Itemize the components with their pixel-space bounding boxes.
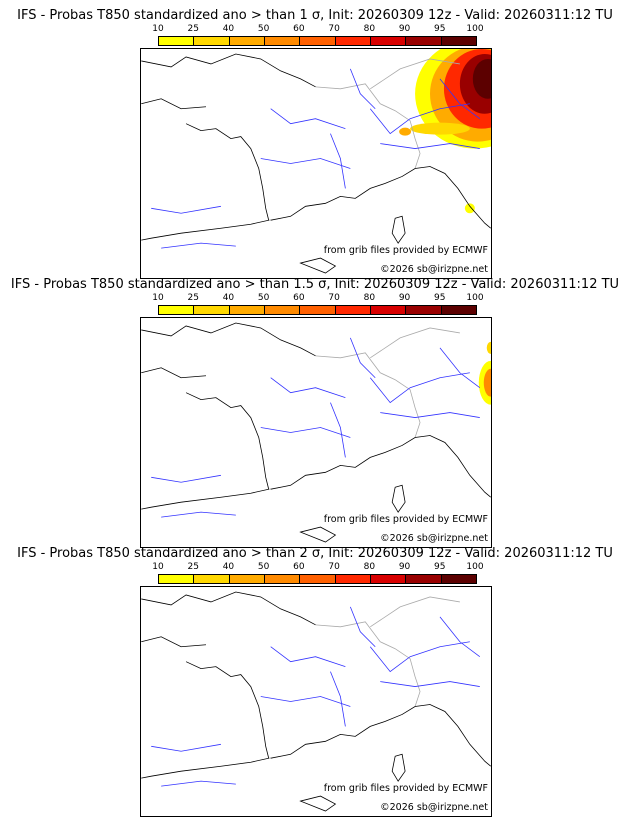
colorbar-segment [300, 306, 336, 314]
colorbar-tick: 95 [434, 562, 446, 572]
colorbar-tick: 80 [363, 293, 376, 303]
colorbar-tick: 40 [222, 562, 235, 572]
colorbar-tick: 60 [293, 293, 305, 303]
colorbar [158, 36, 477, 46]
colorbar-segment [335, 37, 371, 45]
map: from grib files provided by ECMWF ©2026 … [140, 586, 492, 817]
colorbar-tick: 90 [398, 24, 411, 34]
colorbar-tick: 70 [328, 24, 340, 34]
rivers [151, 68, 481, 249]
colorbar-segment [159, 306, 195, 314]
colorbar-segment [264, 306, 301, 314]
colorbar-tick: 90 [398, 293, 411, 303]
colorbar-segment [370, 306, 407, 314]
colorbar-segment [264, 575, 301, 583]
colorbar-tick: 70 [328, 562, 340, 572]
probability-field [399, 49, 491, 214]
colorbar-tick: 100 [466, 562, 484, 572]
colorbar [158, 305, 477, 315]
colorbar-tick: 25 [187, 562, 199, 572]
coastline [141, 322, 491, 543]
colorbar-tick: 40 [222, 293, 235, 303]
copyright: ©2026 sb@irizpne.net [380, 264, 488, 275]
borders [268, 327, 460, 490]
rivers [151, 337, 481, 518]
colorbar-segment [441, 575, 476, 583]
map-canvas [141, 322, 491, 543]
copyright: ©2026 sb@irizpne.net [380, 802, 488, 813]
source-credit: from grib files provided by ECMWF [323, 245, 488, 256]
colorbar-tick: 10 [152, 24, 164, 34]
coastline [141, 53, 491, 274]
colorbar-segment [406, 306, 442, 314]
colorbar-segment [441, 306, 476, 314]
colorbar-ticks: 10 25 40 50 60 70 80 90 95 100 [152, 24, 483, 35]
colorbar-tick: 40 [222, 24, 235, 34]
colorbar-tick: 80 [363, 24, 376, 34]
copyright: ©2026 sb@irizpne.net [380, 533, 488, 544]
colorbar-tick: 80 [363, 562, 376, 572]
colorbar-tick: 95 [434, 293, 446, 303]
rivers [151, 606, 481, 787]
colorbar-segment [229, 37, 265, 45]
colorbar-tick: 95 [434, 24, 446, 34]
colorbar-segment [370, 575, 407, 583]
colorbar-tick: 50 [257, 293, 270, 303]
colorbar-segment [229, 306, 265, 314]
colorbar-tick: 25 [187, 293, 199, 303]
map: from grib files provided by ECMWF ©2026 … [140, 48, 492, 279]
colorbar-segment [370, 37, 407, 45]
colorbar-segment [441, 37, 476, 45]
source-credit: from grib files provided by ECMWF [323, 514, 488, 525]
colorbar-tick: 100 [466, 293, 484, 303]
panel-2-sigma: IFS - Probas T850 standardized ano > tha… [0, 546, 630, 817]
colorbar-ticks: 10 25 40 50 60 70 80 90 95 100 [152, 293, 483, 304]
colorbar-tick: 50 [257, 562, 270, 572]
colorbar-segment [300, 37, 336, 45]
map-canvas [141, 49, 491, 274]
colorbar-tick: 10 [152, 293, 164, 303]
colorbar-segment [406, 37, 442, 45]
panel-1-5-sigma: IFS - Probas T850 standardized ano > tha… [0, 277, 630, 548]
colorbar-segment [300, 575, 336, 583]
colorbar-segment [335, 575, 371, 583]
colorbar-tick: 25 [187, 24, 199, 34]
panel-title: IFS - Probas T850 standardized ano > tha… [10, 277, 620, 292]
colorbar-segment [264, 37, 301, 45]
coastline [141, 591, 491, 812]
colorbar-tick: 60 [293, 562, 305, 572]
probability-field [478, 341, 491, 405]
colorbar-segment [159, 37, 195, 45]
colorbar-segment [194, 575, 230, 583]
colorbar-segment [194, 306, 230, 314]
colorbar-segment [406, 575, 442, 583]
colorbar-segment [335, 306, 371, 314]
borders [268, 596, 460, 759]
panel-1-sigma: IFS - Probas T850 standardized ano > tha… [0, 8, 630, 279]
source-credit: from grib files provided by ECMWF [323, 783, 488, 794]
colorbar-tick: 70 [328, 293, 340, 303]
colorbar-segment [159, 575, 195, 583]
colorbar-tick: 10 [152, 562, 164, 572]
colorbar-tick: 90 [398, 562, 411, 572]
colorbar-segment [229, 575, 265, 583]
colorbar-tick: 60 [293, 24, 305, 34]
map-canvas [141, 591, 491, 812]
colorbar [158, 574, 477, 584]
panel-title: IFS - Probas T850 standardized ano > tha… [17, 8, 613, 23]
panel-title: IFS - Probas T850 standardized ano > tha… [17, 546, 613, 561]
colorbar-ticks: 10 25 40 50 60 70 80 90 95 100 [152, 562, 483, 573]
colorbar-tick: 100 [466, 24, 484, 34]
map: from grib files provided by ECMWF ©2026 … [140, 317, 492, 548]
colorbar-segment [194, 37, 230, 45]
colorbar-tick: 50 [257, 24, 270, 34]
